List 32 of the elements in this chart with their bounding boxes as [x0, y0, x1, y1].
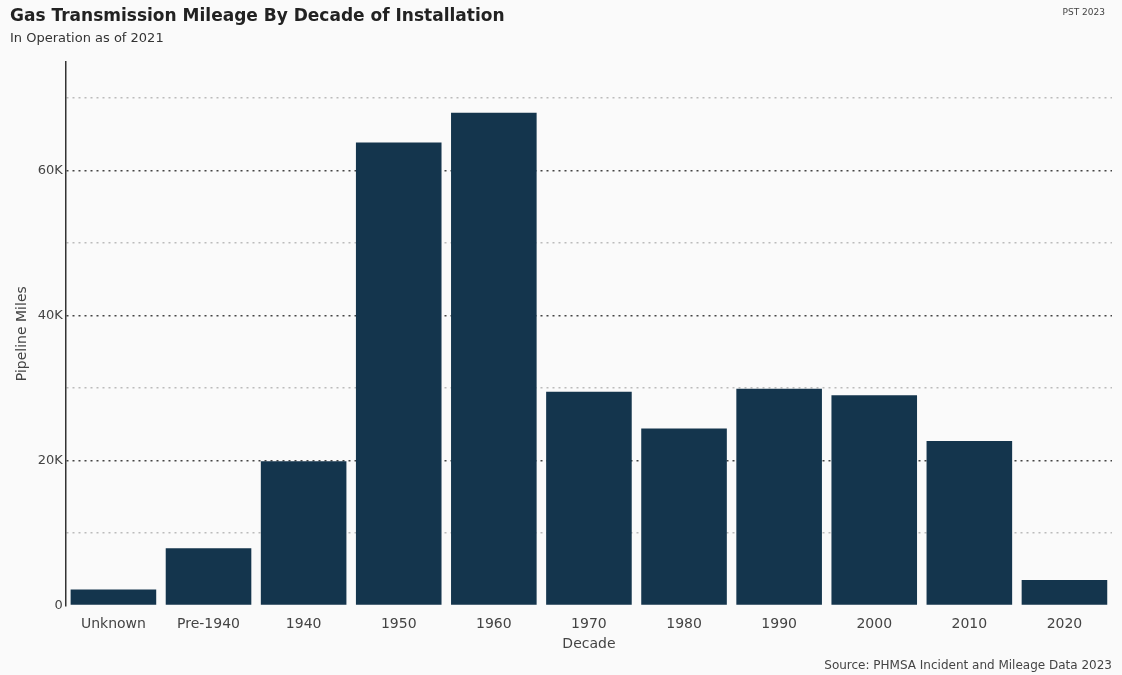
chart-title: Gas Transmission Mileage By Decade of Installation: [10, 4, 505, 25]
x-tick-label: 1960: [476, 615, 512, 632]
x-tick-label: Pre-1940: [177, 615, 240, 632]
bar: [355, 142, 442, 605]
bar: [546, 391, 632, 605]
source-note: Source: PHMSA Incident and Mileage Data 2023: [824, 658, 1112, 673]
bar: [260, 461, 347, 605]
x-tick-label: 2020: [1046, 615, 1083, 632]
bar: [926, 440, 1013, 605]
x-axis-title: Decade: [562, 635, 616, 652]
bar: [641, 428, 727, 605]
bar: [451, 112, 537, 605]
x-tick-label: 1990: [761, 615, 797, 632]
y-axis-title: Pipeline Miles: [13, 286, 30, 382]
y-tick-label: 0: [54, 596, 63, 612]
x-tick-label: 1980: [666, 615, 702, 632]
y-tick-label: 20K: [37, 451, 64, 467]
chart-subtitle: In Operation as of 2021: [10, 29, 164, 45]
bar: [831, 395, 918, 605]
bar: [165, 548, 252, 605]
text: PST 2023: [1062, 6, 1105, 17]
x-tick-label: 2000: [856, 615, 893, 632]
x-tick-label: 1940: [285, 615, 322, 632]
x-tick-label: 1950: [380, 615, 417, 632]
x-tick-label: Unknown: [80, 615, 146, 632]
x-tick-label: 1970: [571, 615, 607, 632]
bar: [1021, 580, 1108, 605]
bar: [736, 388, 822, 605]
y-tick-label: 60K: [37, 162, 64, 178]
y-tick-label: 40K: [37, 306, 64, 322]
bar: [70, 589, 157, 605]
x-tick-label: 2010: [951, 615, 988, 632]
